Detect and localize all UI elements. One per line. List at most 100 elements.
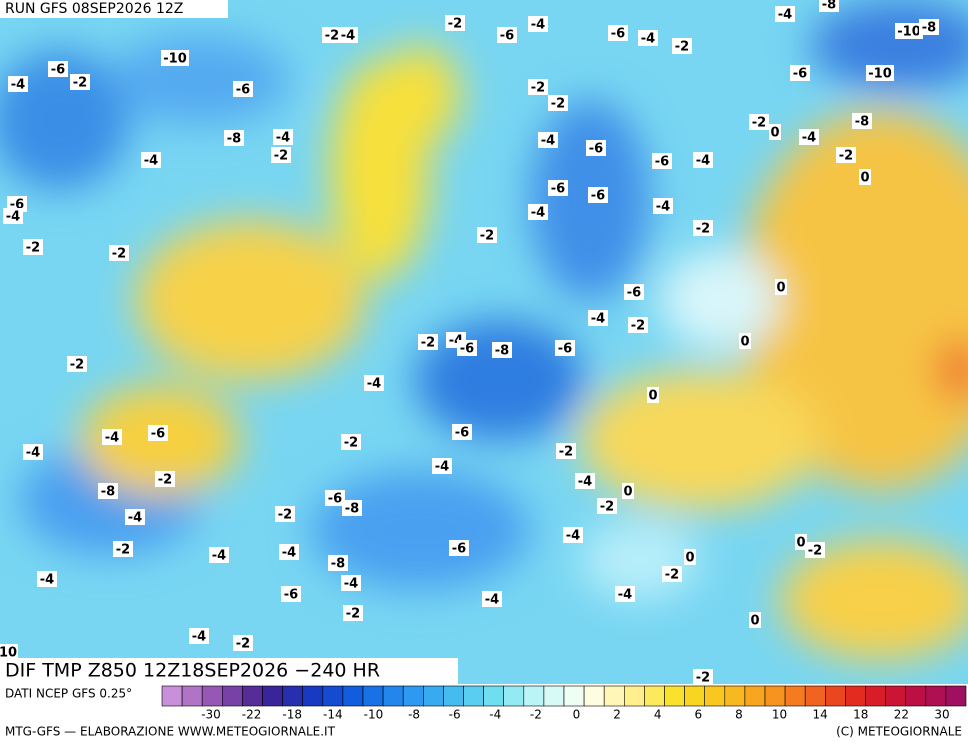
colorbar-swatch [523,685,545,707]
map-title: DIF TMP Z850 12Z18SEP2026 −240 HR [5,660,380,682]
contour-label: 10 [0,646,17,661]
contour-label: -4 [276,131,290,146]
colorbar-swatch [603,685,625,707]
contour-label: -2 [274,149,288,164]
contour-label: 0 [623,485,632,500]
colorbar-swatch [503,685,525,707]
colorbar-swatch [583,685,605,707]
contour-label-box [563,527,583,543]
contour-label-box [597,498,617,514]
colorbar-swatch [342,685,364,707]
contour-label-box [155,471,175,487]
colorbar-swatch [905,685,927,707]
contour-label: -4 [344,577,358,592]
colorbar-swatch [302,685,324,707]
colorbar-swatch [784,685,806,707]
contour-label: -2 [421,336,435,351]
run-box [0,0,228,18]
contour-label: -2 [531,81,545,96]
contour-label: -4 [696,154,710,169]
contour-label: -4 [566,529,580,544]
contour-label-box [477,227,497,243]
contour-label-box [8,76,28,92]
contour-label: -6 [328,492,342,507]
contour-label: -6 [452,542,466,557]
colorbar-swatch [704,685,726,707]
contour-label-box [672,38,692,54]
contour-label: -6 [589,142,603,157]
contour-label: 0 [750,614,759,629]
contour-label-box [795,534,807,550]
contour-label: -8 [331,557,345,572]
contour-label: -4 [531,206,545,221]
contour-label-box [102,429,122,445]
contour-label: -6 [591,189,605,204]
colorbar-swatch [644,685,665,707]
colorbar-swatch [865,685,886,707]
contour-label-box [895,23,923,39]
colorbar-swatch [422,685,444,707]
colorbar-tick-label: 14 [813,708,828,722]
colorbar-swatch [181,685,203,707]
colorbar-tick-label: 10 [772,708,787,722]
contour-label-box [556,443,576,459]
colorbar-swatch [764,685,786,707]
colorbar-swatch [483,685,505,707]
contour-label-box [790,65,810,81]
contour-label-box [343,605,363,621]
contour-label-box [98,483,118,499]
contour-label-box [23,239,43,255]
colorbar-swatch [885,685,906,707]
contour-label-box [271,147,291,163]
contour-label-box [281,586,301,602]
colorbar-tick-label: -10 [364,708,384,722]
contour-label: -4 [435,460,449,475]
contour-label: -4 [591,312,605,327]
colorbar-tick-label: 4 [654,708,662,722]
contour-label-box [342,500,362,516]
contour-label-box [749,612,761,628]
colorbar-tick-label: 30 [934,708,949,722]
contour-label-box [233,81,253,97]
contour-label: -4 [802,131,816,146]
contour-label-box [482,591,502,607]
colorbar-swatch [201,685,223,707]
colorbar-swatch [925,685,947,707]
colorbar-tick-label: -22 [242,708,262,722]
contour-label: -4 [26,446,40,461]
contour-label-box [3,208,23,224]
contour-label-box [836,147,856,163]
contour-label: -4 [531,18,545,33]
contour-label: -4 [144,154,158,169]
contour-label: -2 [73,76,87,91]
colorbar-tick-label: -8 [408,708,420,722]
colorbar-swatch [443,685,464,707]
contour-label-box [528,16,548,32]
contour-label-box [275,506,295,522]
colorbar-swatch [804,685,826,707]
contour-label: -2 [665,568,679,583]
contour-label: -2 [346,607,360,622]
colorbar-swatch [744,685,766,707]
colorbar-swatch [242,685,263,707]
contour-label: -4 [618,588,632,603]
colorbar-swatch [543,685,565,707]
contour-label-box [497,27,517,43]
contour-label-box [775,279,787,295]
contour-label-box [141,152,161,168]
colorbar-swatch [161,685,183,707]
contour-label-box [449,540,469,556]
contour-label: -6 [558,342,572,357]
colorbar-swatch [845,685,866,707]
contour-label: 0 [796,536,805,551]
contour-label: -6 [627,286,641,301]
contour-label: 0 [776,281,785,296]
contour-label-box [662,566,682,582]
contour-label-box [113,541,133,557]
colorbar-swatch [684,685,705,707]
contour-label: -4 [282,546,296,561]
footer-right: (C) METEOGIORNALE [836,725,962,739]
colorbar-swatch [262,685,283,707]
